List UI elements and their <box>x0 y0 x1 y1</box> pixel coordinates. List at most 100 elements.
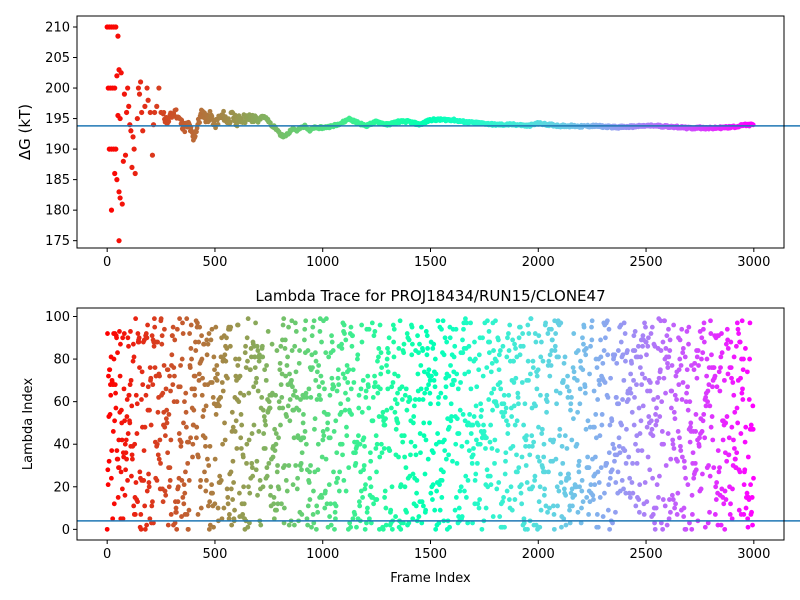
lambda-point <box>282 463 288 468</box>
lambda-point <box>680 350 686 356</box>
lambda-point <box>675 458 680 464</box>
lambda-point <box>745 524 751 530</box>
lambda-point <box>588 343 593 349</box>
lambda-point <box>335 367 341 373</box>
lambda-point <box>410 516 416 522</box>
lambda-point <box>721 501 727 507</box>
lambda-point <box>151 520 156 526</box>
lambda-point <box>250 473 256 479</box>
lambda-point <box>696 363 701 368</box>
lambda-point <box>361 463 367 468</box>
lambda-point <box>412 397 418 402</box>
lambda-point <box>410 471 416 477</box>
lambda-point <box>637 431 643 436</box>
lambda-point <box>705 388 711 394</box>
lambda-point <box>708 318 713 324</box>
lambda-point <box>687 399 693 405</box>
lambda-point <box>435 401 441 407</box>
lambda-point <box>165 367 171 373</box>
lambda-point <box>619 478 625 483</box>
lambda-point <box>294 486 300 492</box>
lambda-point <box>746 397 752 402</box>
lambda-point <box>587 371 592 377</box>
lambda-point <box>222 352 228 358</box>
lambda-point <box>227 343 233 349</box>
lambda-point <box>731 437 736 443</box>
lambda-point <box>244 335 250 341</box>
y-tick-label: 80 <box>53 353 70 368</box>
lambda-point <box>732 446 737 451</box>
lambda-point <box>744 490 750 496</box>
lambda-point <box>310 365 315 370</box>
lambda-point <box>303 390 309 396</box>
lambda-point <box>546 469 551 475</box>
lambda-point <box>600 360 606 366</box>
lambda-point <box>174 326 180 332</box>
lambda-point <box>421 433 427 439</box>
lambda-point <box>557 390 563 396</box>
lambda-point <box>738 375 743 381</box>
y-tick-label: 0 <box>62 523 70 538</box>
lambda-point <box>663 463 669 468</box>
lambda-point <box>701 339 707 345</box>
lambda-point <box>382 422 388 428</box>
lambda-point <box>495 337 501 343</box>
lambda-point <box>157 437 163 443</box>
lambda-point <box>672 416 678 422</box>
lambda-point <box>132 441 138 447</box>
lambda-point <box>655 394 661 400</box>
lambda-point <box>521 520 527 526</box>
lambda-point <box>140 382 146 388</box>
lambda-point <box>376 354 381 360</box>
lambda-point <box>492 437 498 443</box>
lambda-point <box>355 352 361 358</box>
lambda-point <box>493 318 498 324</box>
lambda-point <box>635 343 641 349</box>
lambda-point <box>350 333 355 339</box>
lambda-point <box>129 456 135 462</box>
lambda-point <box>726 452 732 458</box>
lambda-point <box>552 343 558 349</box>
lambda-point <box>747 320 753 326</box>
lambda-point <box>383 416 388 422</box>
lambda-point <box>127 420 133 426</box>
lambda-point <box>475 422 481 428</box>
lambda-point <box>376 346 382 351</box>
delta-g-point <box>129 164 135 171</box>
lambda-point <box>730 380 736 385</box>
lambda-point <box>277 367 283 373</box>
lambda-point <box>278 382 284 388</box>
lambda-point <box>631 377 636 383</box>
lambda-point <box>327 392 333 398</box>
lambda-point <box>613 480 619 485</box>
lambda-point <box>512 341 517 347</box>
lambda-point <box>597 495 603 500</box>
lambda-point <box>537 524 543 530</box>
lambda-point <box>526 377 531 383</box>
lambda-point <box>230 458 236 464</box>
lambda-point <box>633 503 639 509</box>
lambda-point <box>737 339 743 345</box>
lambda-point <box>692 360 698 366</box>
lambda-point <box>439 326 444 332</box>
lambda-point <box>385 346 390 351</box>
lambda-point <box>348 386 354 392</box>
lambda-point <box>707 509 712 515</box>
lambda-point <box>639 448 645 454</box>
lambda-point <box>610 520 615 526</box>
lambda-point <box>515 390 521 396</box>
lambda-point <box>260 484 266 490</box>
lambda-point <box>382 495 387 500</box>
lambda-point <box>133 480 139 485</box>
lambda-point <box>380 526 386 532</box>
lambda-point <box>357 503 363 509</box>
lambda-point <box>553 331 559 336</box>
lambda-point <box>553 456 559 462</box>
lambda-point <box>188 435 193 441</box>
lambda-point <box>276 399 282 405</box>
lambda-point <box>440 318 446 324</box>
lambda-point <box>717 388 723 394</box>
lambda-point <box>137 469 143 475</box>
lambda-point <box>194 320 200 326</box>
